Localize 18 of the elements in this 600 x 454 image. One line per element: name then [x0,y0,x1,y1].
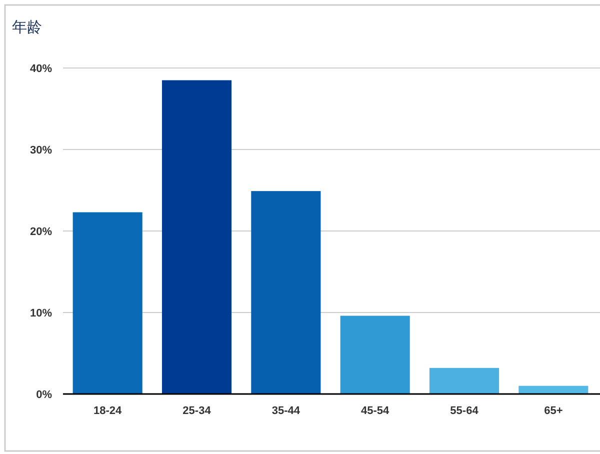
x-tick-label: 35-44 [272,405,301,417]
x-tick-label: 55-64 [450,405,480,417]
y-tick-label: 0% [36,388,52,401]
bar [340,316,410,394]
x-tick-label: 65+ [544,405,563,417]
x-tick-label: 45-54 [361,405,390,417]
x-tick-label: 25-34 [182,405,212,417]
y-tick-label: 10% [30,307,52,320]
y-tick-label: 20% [30,226,52,238]
x-tick-label: 18-24 [94,405,123,417]
bar [518,386,588,394]
y-tick-label: 30% [30,144,52,156]
y-tick-label: 40% [30,62,52,75]
chart-title: 年龄 [12,19,42,36]
bar [162,80,232,394]
bar [429,368,500,394]
bar [72,212,142,394]
bar [251,191,321,394]
